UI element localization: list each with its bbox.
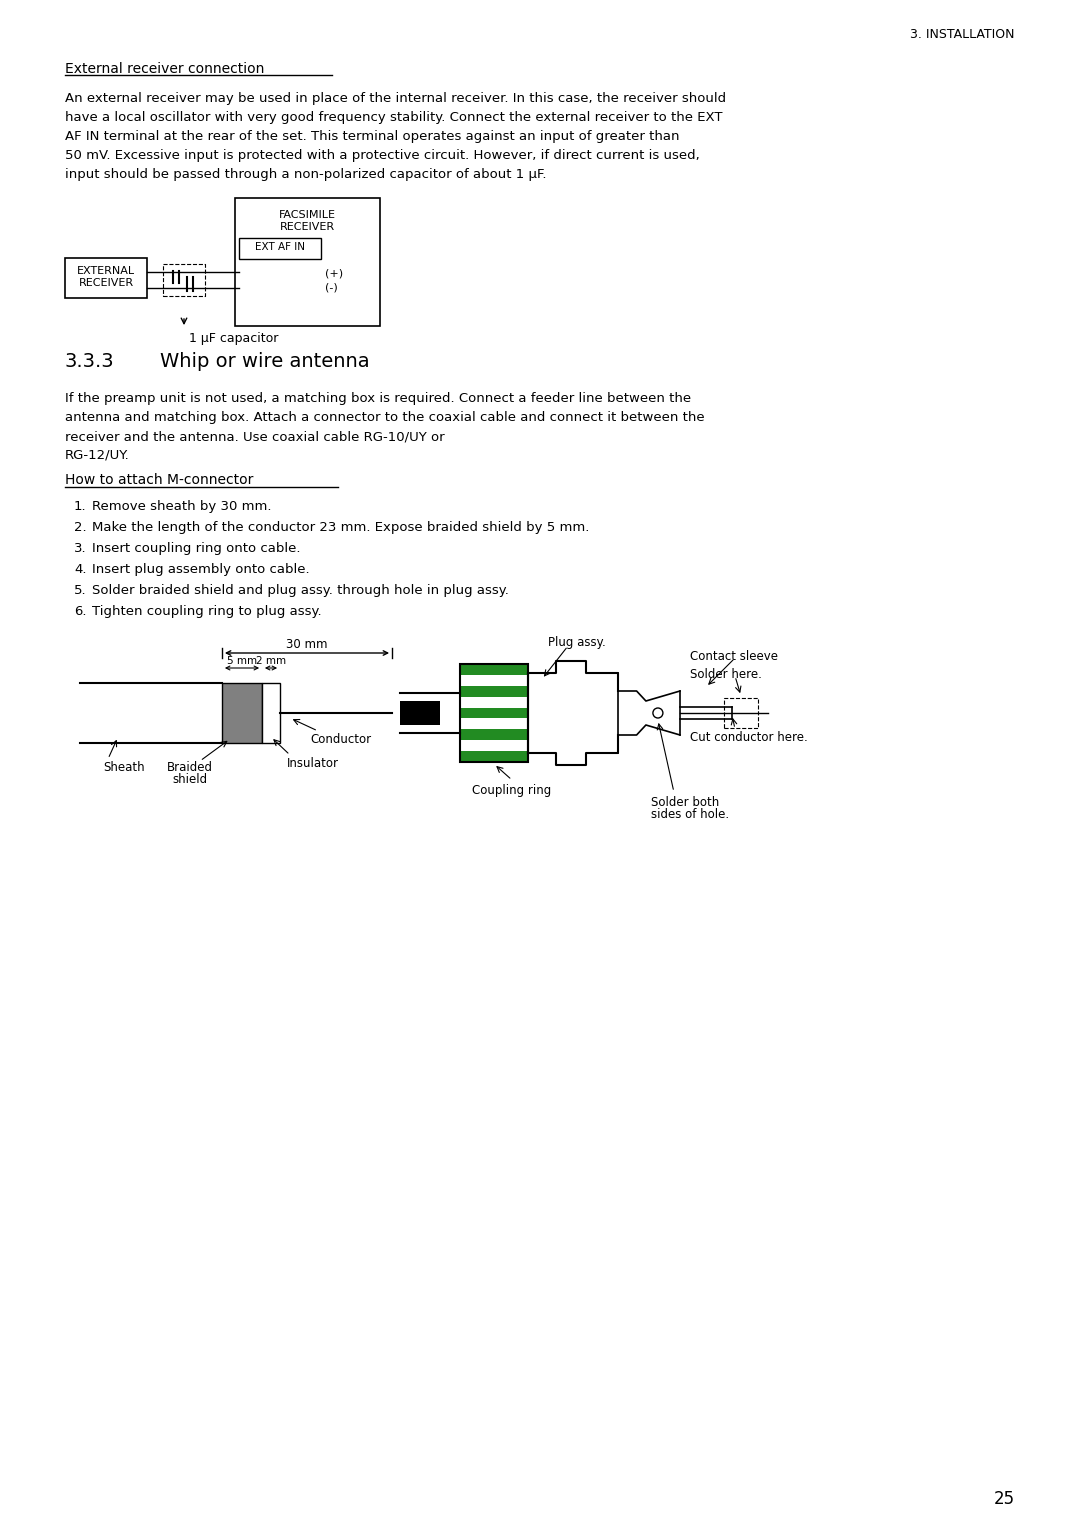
Text: 3. INSTALLATION: 3. INSTALLATION: [910, 27, 1015, 41]
Text: 3.: 3.: [75, 542, 86, 554]
Text: Tighten coupling ring to plug assy.: Tighten coupling ring to plug assy.: [92, 605, 322, 618]
Text: 5 mm: 5 mm: [227, 657, 257, 666]
Text: (-): (-): [325, 282, 338, 293]
Text: RECEIVER: RECEIVER: [280, 221, 335, 232]
Bar: [163, 264, 205, 296]
Bar: [460, 664, 528, 675]
Circle shape: [653, 709, 663, 718]
Text: If the preamp unit is not used, a matching box is required. Connect a feeder lin: If the preamp unit is not used, a matchi…: [65, 392, 691, 405]
Text: Make the length of the conductor 23 mm. Expose braided shield by 5 mm.: Make the length of the conductor 23 mm. …: [92, 521, 590, 534]
Bar: [724, 698, 758, 728]
Text: Insert plug assembly onto cable.: Insert plug assembly onto cable.: [92, 563, 310, 576]
Text: Braided: Braided: [167, 760, 213, 774]
Text: How to attach M-connector: How to attach M-connector: [65, 473, 254, 487]
Text: Insert coupling ring onto cable.: Insert coupling ring onto cable.: [92, 542, 300, 554]
Text: 1.: 1.: [75, 499, 86, 513]
Text: 2 mm: 2 mm: [256, 657, 286, 666]
Text: 25: 25: [994, 1490, 1015, 1509]
Bar: [222, 683, 262, 744]
Text: Sheath: Sheath: [103, 760, 145, 774]
Text: 3.3.3: 3.3.3: [65, 353, 114, 371]
Text: 30 mm: 30 mm: [286, 638, 327, 651]
Text: 6.: 6.: [75, 605, 86, 618]
Text: Solder here.: Solder here.: [690, 667, 761, 681]
Text: have a local oscillator with very good frequency stability. Connect the external: have a local oscillator with very good f…: [65, 111, 723, 124]
Bar: [460, 718, 528, 730]
Text: Insulator: Insulator: [287, 757, 339, 770]
Text: input should be passed through a non-polarized capacitor of about 1 μF.: input should be passed through a non-pol…: [65, 168, 546, 182]
Text: EXTERNAL: EXTERNAL: [77, 266, 135, 276]
Bar: [460, 675, 528, 686]
Text: Contact sleeve: Contact sleeve: [690, 651, 778, 663]
Bar: [460, 751, 528, 762]
Text: antenna and matching box. Attach a connector to the coaxial cable and connect it: antenna and matching box. Attach a conne…: [65, 411, 704, 425]
Bar: [460, 696, 528, 707]
Bar: [262, 683, 280, 744]
Text: External receiver connection: External receiver connection: [65, 63, 265, 76]
Text: 50 mV. Excessive input is protected with a protective circuit. However, if direc: 50 mV. Excessive input is protected with…: [65, 150, 700, 162]
Text: Remove sheath by 30 mm.: Remove sheath by 30 mm.: [92, 499, 271, 513]
Text: EXT AF IN: EXT AF IN: [255, 241, 305, 252]
Text: Whip or wire antenna: Whip or wire antenna: [160, 353, 369, 371]
Text: FACSIMILE: FACSIMILE: [279, 211, 336, 220]
Text: 5.: 5.: [75, 583, 86, 597]
Text: (+): (+): [325, 269, 343, 278]
Text: 4.: 4.: [75, 563, 86, 576]
Bar: [460, 730, 528, 741]
Text: An external receiver may be used in place of the internal receiver. In this case: An external receiver may be used in plac…: [65, 92, 726, 105]
Bar: [460, 707, 528, 718]
Text: Coupling ring: Coupling ring: [472, 783, 551, 797]
Text: shield: shield: [173, 773, 207, 786]
Text: AF IN terminal at the rear of the set. This terminal operates against an input o: AF IN terminal at the rear of the set. T…: [65, 130, 679, 144]
Text: RG-12/UY.: RG-12/UY.: [65, 449, 130, 463]
Bar: [239, 238, 321, 260]
Text: 1 μF capacitor: 1 μF capacitor: [189, 331, 279, 345]
Text: Solder braided shield and plug assy. through hole in plug assy.: Solder braided shield and plug assy. thr…: [92, 583, 509, 597]
Text: receiver and the antenna. Use coaxial cable RG-10/UY or: receiver and the antenna. Use coaxial ca…: [65, 431, 445, 443]
Bar: [65, 258, 147, 298]
Bar: [235, 199, 380, 325]
Text: sides of hole.: sides of hole.: [651, 808, 729, 822]
Bar: [460, 664, 528, 762]
Text: Solder both: Solder both: [651, 796, 719, 809]
Text: Plug assy.: Plug assy.: [548, 637, 606, 649]
Text: Conductor: Conductor: [310, 733, 372, 747]
Bar: [460, 686, 528, 696]
Text: 2.: 2.: [75, 521, 86, 534]
Text: RECEIVER: RECEIVER: [79, 278, 134, 289]
Text: Cut conductor here.: Cut conductor here.: [690, 731, 808, 744]
Bar: [400, 701, 440, 725]
Bar: [460, 741, 528, 751]
